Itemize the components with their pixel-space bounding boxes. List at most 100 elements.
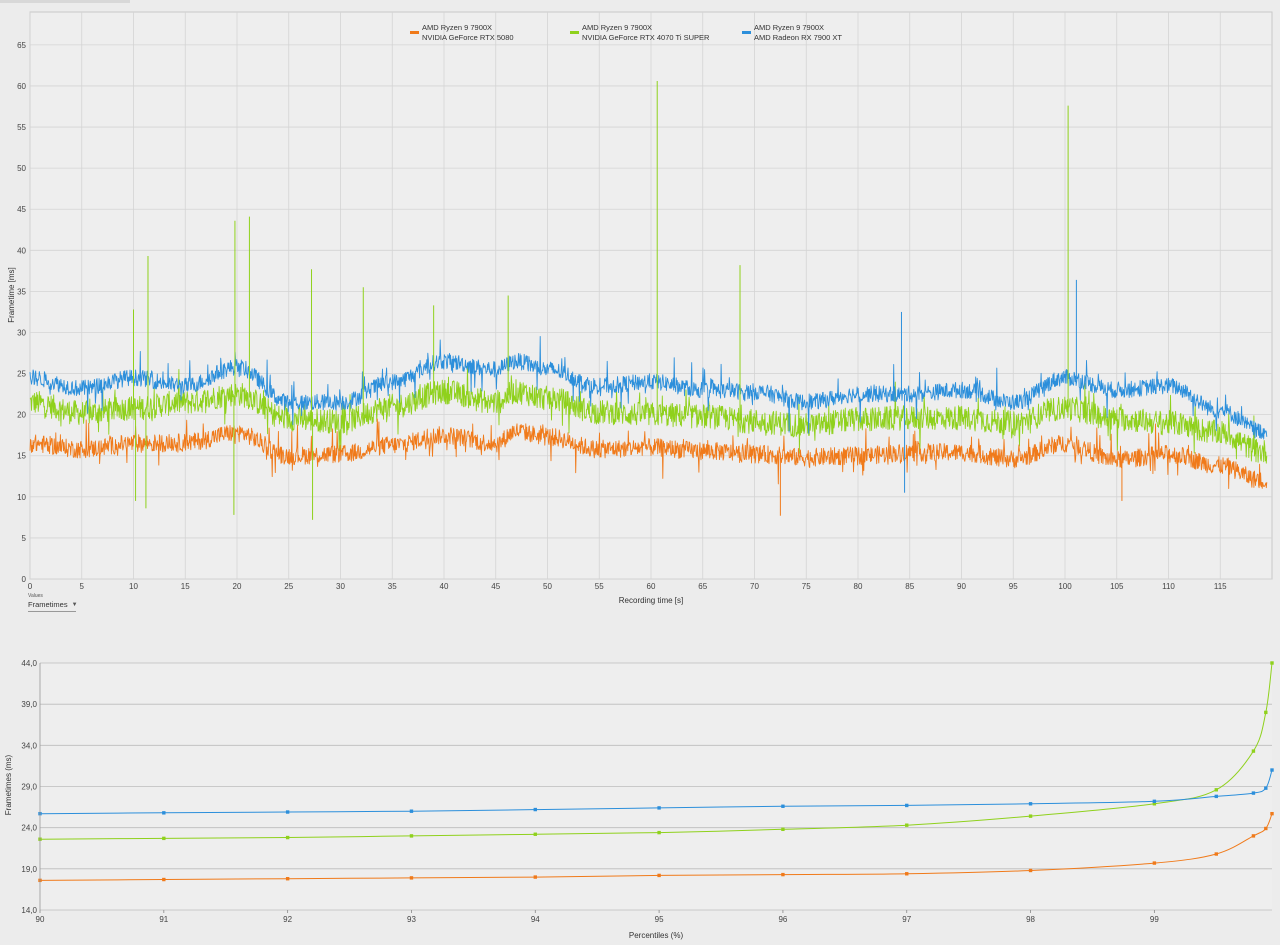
x-tick-label: 93 bbox=[407, 915, 416, 924]
y-tick-label: 0 bbox=[22, 575, 27, 584]
percentile-point bbox=[1270, 811, 1274, 816]
percentile-chart: 14,0 19,0 24,0 29,0 34,0 39,0 44,0 90 91 92 93 94 95… bbox=[4, 659, 1274, 940]
y-tick-label: 40 bbox=[17, 246, 26, 255]
x-tick-label: 70 bbox=[750, 582, 759, 591]
x-tick-label: 30 bbox=[336, 582, 345, 591]
x-tick-label: 40 bbox=[440, 582, 449, 591]
percentile-point bbox=[162, 877, 166, 882]
x-tick-label: 97 bbox=[902, 915, 911, 924]
y-tick-label: 55 bbox=[17, 123, 26, 132]
x-tick-label: 95 bbox=[1009, 582, 1018, 591]
frametime-series-line bbox=[29, 362, 1268, 464]
percentile-point bbox=[905, 872, 909, 876]
y-tick-label: 50 bbox=[17, 164, 26, 173]
x-tick-label: 85 bbox=[905, 582, 914, 591]
percentile-point bbox=[1214, 788, 1218, 792]
x-tick-label: 25 bbox=[284, 582, 293, 591]
percentile-point bbox=[781, 872, 785, 877]
x-tick-label: 99 bbox=[1150, 915, 1159, 924]
percentile-point bbox=[533, 832, 537, 836]
y-tick-label: 30 bbox=[17, 328, 26, 337]
x-tick-label: 55 bbox=[595, 582, 604, 591]
legend-label: AMD Radeon RX 7900 XT bbox=[754, 33, 842, 42]
x-tick-label: 100 bbox=[1058, 582, 1072, 591]
values-select[interactable]: Frametimes ▼ bbox=[28, 600, 78, 612]
y-tick-label: 45 bbox=[17, 205, 26, 214]
legend-label: NVIDIA GeForce RTX 4070 Ti SUPER bbox=[582, 33, 710, 42]
percentile-point bbox=[905, 803, 909, 808]
percentile-point bbox=[533, 875, 537, 879]
x-tick-label: 35 bbox=[388, 582, 397, 591]
percentile-point bbox=[905, 823, 909, 827]
percentile-point bbox=[285, 810, 290, 814]
percentile-axes: 14,0 19,0 24,0 29,0 34,0 39,0 44,0 90 91 92 93 94 95… bbox=[21, 659, 1159, 924]
percentile-point bbox=[409, 834, 414, 838]
window-edge bbox=[0, 0, 130, 3]
x-tick-label: 60 bbox=[647, 582, 656, 591]
x-tick-label: 90 bbox=[957, 582, 966, 591]
percentile-point bbox=[409, 876, 414, 880]
x-axis-title: Recording time [s] bbox=[619, 596, 683, 605]
y-tick-label: 65 bbox=[17, 41, 26, 50]
chevron-down-icon: ▼ bbox=[71, 601, 78, 608]
percentile-point bbox=[162, 811, 166, 815]
percentile-point bbox=[1028, 868, 1033, 873]
y-tick-label: 24,0 bbox=[21, 824, 37, 833]
y-tick-label: 25 bbox=[17, 370, 26, 379]
percentile-point bbox=[1214, 794, 1218, 799]
legend-swatch bbox=[570, 31, 579, 34]
x-tick-label: 75 bbox=[802, 582, 811, 591]
y-axis-title: Frametime [ms] bbox=[7, 267, 16, 323]
percentile-point bbox=[1028, 802, 1033, 806]
x-tick-label: 92 bbox=[283, 915, 292, 924]
y-tick-label: 39,0 bbox=[21, 700, 37, 709]
x-tick-label: 95 bbox=[655, 915, 664, 924]
values-dropdown[interactable]: Values Frametimes ▼ bbox=[28, 593, 78, 612]
frametime-axes: 0 5 10 15 20 25 30 35 40 45 50 55 60 65 0 5 10 15 20 25 30 35… bbox=[17, 41, 1227, 591]
x-tick-label: 105 bbox=[1110, 582, 1124, 591]
frametime-series-line bbox=[29, 336, 1268, 440]
percentile-point bbox=[1028, 814, 1033, 818]
frametime-grid bbox=[29, 11, 1273, 580]
percentile-point bbox=[1152, 861, 1157, 865]
values-selected: Frametimes bbox=[28, 600, 68, 609]
percentile-point bbox=[1251, 791, 1256, 795]
percentile-point bbox=[1214, 852, 1218, 856]
x-tick-label: 91 bbox=[159, 915, 168, 924]
percentile-point bbox=[657, 806, 661, 810]
percentile-point bbox=[657, 873, 661, 878]
x-axis-title: Percentiles (%) bbox=[629, 931, 684, 940]
percentile-point bbox=[1270, 768, 1274, 772]
legend-label: AMD Ryzen 9 7900X bbox=[754, 23, 824, 32]
legend-label: NVIDIA GeForce RTX 5080 bbox=[422, 33, 514, 42]
percentile-point bbox=[409, 809, 414, 813]
percentile-point bbox=[533, 807, 537, 812]
percentile-point bbox=[1251, 834, 1256, 838]
x-tick-label: 98 bbox=[1026, 915, 1035, 924]
percentile-point bbox=[781, 827, 785, 832]
y-axis-title: Frametimes (ms) bbox=[4, 754, 13, 815]
values-label: Values bbox=[28, 593, 43, 599]
y-tick-label: 34,0 bbox=[21, 741, 37, 750]
y-tick-label: 10 bbox=[17, 493, 26, 502]
legend-swatch bbox=[410, 31, 419, 34]
y-tick-label: 35 bbox=[17, 287, 26, 296]
x-tick-label: 45 bbox=[491, 582, 500, 591]
percentile-point bbox=[657, 830, 661, 835]
legend-label: AMD Ryzen 9 7900X bbox=[582, 23, 652, 32]
x-tick-label: 80 bbox=[854, 582, 863, 591]
x-tick-label: 0 bbox=[28, 582, 33, 591]
y-tick-label: 5 bbox=[22, 534, 27, 543]
x-tick-label: 90 bbox=[36, 915, 45, 924]
x-tick-label: 96 bbox=[778, 915, 787, 924]
frametime-series-group bbox=[29, 81, 1268, 520]
x-tick-label: 110 bbox=[1162, 582, 1175, 591]
legend-label: AMD Ryzen 9 7900X bbox=[422, 23, 492, 32]
percentile-point bbox=[1270, 661, 1274, 665]
legend-swatch bbox=[742, 31, 751, 34]
y-tick-label: 44,0 bbox=[21, 659, 37, 668]
